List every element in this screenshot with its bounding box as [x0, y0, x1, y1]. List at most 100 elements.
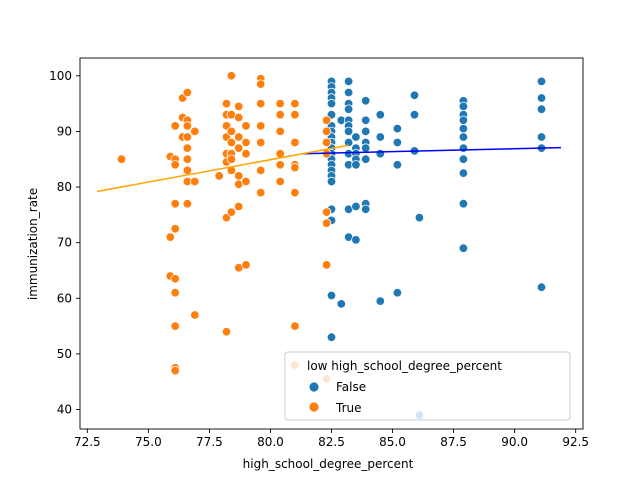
data-point-true: [275, 176, 285, 187]
data-point-true: [182, 132, 193, 142]
legend-label-false: False: [336, 380, 366, 394]
x-tick-label: 85.0: [379, 435, 406, 449]
data-point-false: [343, 76, 354, 87]
data-point-true: [170, 198, 180, 209]
data-point-true: [190, 126, 200, 137]
data-point-true: [321, 126, 332, 137]
data-point-false: [326, 332, 337, 342]
data-point-false: [351, 132, 361, 142]
data-point-false: [414, 212, 425, 223]
data-point-false: [361, 115, 371, 126]
data-point-true: [226, 154, 237, 164]
y-tick-label: 100: [49, 69, 72, 83]
data-point-true: [226, 71, 237, 81]
data-point-false: [336, 299, 347, 309]
data-point-false: [361, 126, 371, 137]
data-point-false: [392, 123, 403, 134]
data-point-false: [458, 132, 469, 142]
data-point-true: [182, 87, 193, 98]
data-point-false: [326, 176, 337, 187]
data-point-true: [290, 162, 300, 173]
legend: low high_school_degree_percent False Tru…: [284, 351, 571, 421]
data-point-true: [190, 310, 200, 320]
data-point-true: [321, 260, 332, 270]
data-point-false: [343, 137, 354, 148]
data-point-true: [221, 327, 232, 337]
data-point-true: [256, 165, 266, 176]
data-point-true: [170, 321, 180, 331]
data-point-false: [458, 115, 469, 126]
x-tick-label: 90.0: [501, 435, 528, 449]
data-point-true: [226, 126, 237, 137]
data-point-false: [392, 160, 403, 170]
data-point-true: [241, 137, 251, 148]
data-point-false: [375, 148, 386, 159]
data-point-true: [182, 154, 193, 164]
data-point-false: [536, 93, 547, 103]
data-point-true: [290, 137, 300, 148]
data-point-true: [241, 176, 251, 187]
data-point-false: [536, 76, 547, 87]
y-tick-label: 40: [57, 403, 72, 417]
y-tick-label: 70: [57, 236, 72, 250]
data-point-true: [170, 224, 180, 234]
fit-line-false: [302, 146, 562, 155]
data-point-true: [321, 207, 332, 217]
data-point-true: [233, 112, 244, 123]
data-point-false: [458, 243, 469, 253]
data-point-false: [458, 143, 469, 153]
data-point-true: [321, 115, 332, 126]
legend-title: low high_school_degree_percent: [307, 359, 502, 373]
data-point-false: [361, 96, 371, 106]
data-point-false: [361, 204, 371, 215]
x-tick-label: 80.0: [257, 435, 284, 449]
data-point-false: [458, 198, 469, 209]
x-tick-label: 72.5: [74, 435, 101, 449]
data-point-false: [343, 87, 354, 98]
data-point-true: [241, 148, 251, 159]
data-point-true: [321, 218, 332, 228]
data-point-false: [409, 109, 420, 120]
data-point-true: [170, 121, 180, 131]
x-axis-label: high_school_degree_percent: [243, 457, 414, 471]
data-point-true: [233, 201, 244, 212]
y-tick-label: 80: [57, 180, 72, 194]
y-tick-label: 60: [57, 291, 72, 305]
data-point-true: [182, 121, 193, 131]
data-point-true: [233, 101, 244, 112]
data-point-false: [392, 288, 403, 298]
data-point-false: [326, 290, 337, 301]
data-point-false: [375, 109, 386, 120]
axes-layer: 72.5 75.0 77.5 80.0 82.5 85.0 87.5 90.0 92.5 40 50…: [49, 57, 589, 449]
data-point-true: [275, 109, 285, 120]
data-point-true: [290, 98, 300, 109]
x-tick-label: 92.5: [562, 435, 589, 449]
data-point-true: [275, 98, 285, 109]
data-point-true: [275, 160, 285, 170]
x-tick-label: 82.5: [318, 435, 345, 449]
y-tick-label: 50: [57, 347, 72, 361]
x-tick-label: 77.5: [196, 435, 223, 449]
data-point-false: [361, 154, 371, 164]
data-point-true: [241, 121, 251, 131]
x-tick-label: 87.5: [440, 435, 467, 449]
data-point-false: [326, 98, 337, 109]
data-point-false: [536, 132, 547, 142]
data-point-false: [458, 101, 469, 112]
legend-marker-true: [308, 401, 320, 413]
data-point-true: [233, 143, 244, 153]
data-point-true: [182, 198, 193, 209]
fit-line-true: [96, 144, 349, 193]
data-point-true: [170, 274, 180, 284]
data-point-false: [351, 201, 361, 212]
points-layer: [116, 71, 547, 420]
data-point-false: [343, 104, 354, 114]
data-point-true: [290, 109, 300, 120]
data-point-true: [256, 137, 266, 148]
data-point-false: [343, 126, 354, 137]
data-point-true: [221, 98, 232, 109]
legend-marker-false: [308, 381, 320, 393]
data-point-false: [351, 235, 361, 245]
data-point-true: [241, 260, 251, 270]
